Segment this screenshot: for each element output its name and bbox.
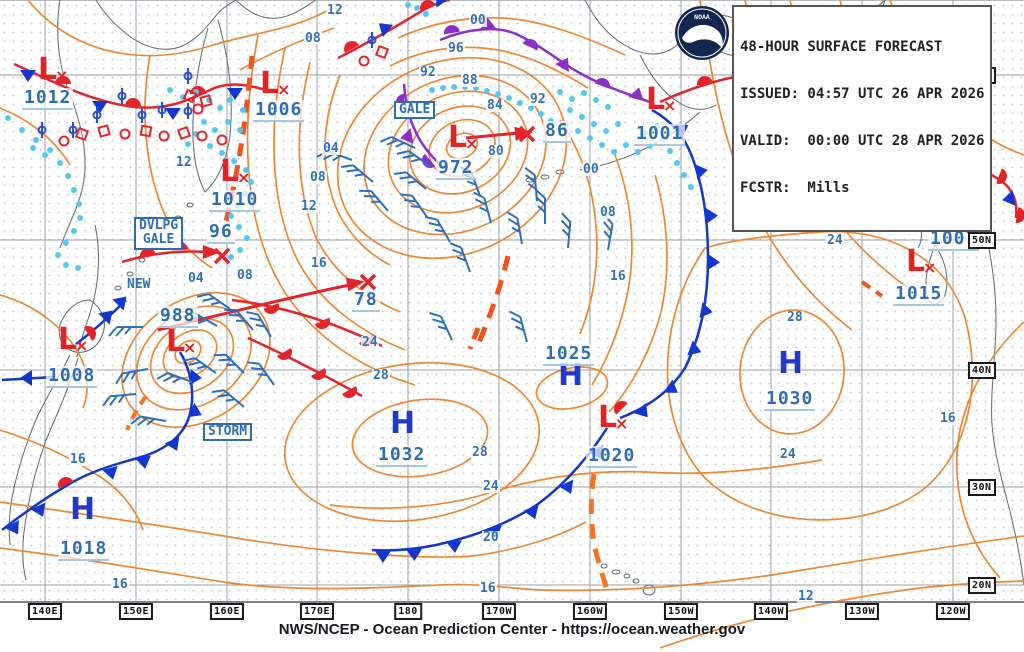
isobar-value-label: 08 xyxy=(236,268,254,283)
pressure-center-value: 1025 xyxy=(543,343,595,366)
pressure-center-value: 1010 xyxy=(209,189,261,212)
longitude-label: 150E xyxy=(118,603,154,620)
isobar-value-label: 20 xyxy=(482,530,500,545)
pressure-center-symbol: L× xyxy=(646,82,677,117)
isobar-value-label: 92 xyxy=(529,92,547,107)
isobar-value-label: 08 xyxy=(599,205,617,220)
pressure-center-symbol: L× xyxy=(906,244,937,279)
longitude-label: 160W xyxy=(572,603,608,620)
isobar-value-label: 24 xyxy=(482,479,500,494)
isobar-value-label: 12 xyxy=(300,199,318,214)
isobar-value-label: 16 xyxy=(609,269,627,284)
isobar-value-label: 04 xyxy=(322,141,340,156)
pressure-center-symbol: L× xyxy=(448,120,479,155)
isobar-value-label: 16 xyxy=(69,452,87,467)
pressure-center-symbol: L× xyxy=(598,400,629,435)
isobar-value-label: 08 xyxy=(309,170,327,185)
pressure-center-symbol: L× xyxy=(58,322,89,357)
isobar-value-label: 04 xyxy=(187,271,205,286)
isobar-value-label: 12 xyxy=(326,3,344,18)
pressure-center-symbol: H xyxy=(778,346,804,381)
isobar-value-label: 24 xyxy=(779,447,797,462)
isobar-value-label: 24 xyxy=(361,335,379,350)
forecast-title-block: 48-HOUR SURFACE FORECAST ISSUED: 04:57 U… xyxy=(732,5,993,233)
isobar-value-label: 12 xyxy=(797,589,815,604)
pressure-center-value: 1018 xyxy=(58,538,110,561)
isobar-value-label: 00 xyxy=(582,162,600,177)
weather-annotation: GALE xyxy=(394,101,436,120)
isobar-value-label: 28 xyxy=(471,445,489,460)
pressure-center-symbol: L× xyxy=(220,154,251,189)
longitude-label: 140W xyxy=(753,603,789,620)
pressure-center-value: 1032 xyxy=(376,444,428,467)
pressure-center-value: 1030 xyxy=(764,388,816,411)
forecaster-name: FCSTR: Mills xyxy=(740,180,850,197)
isobar-value-label: 96 xyxy=(447,41,465,56)
isobar-value-label: 88 xyxy=(461,73,479,88)
noaa-logo-text: NOAA xyxy=(694,13,710,21)
latitude-label: 50N xyxy=(968,232,996,249)
pressure-center-value: 78 xyxy=(352,289,380,312)
isobar-value-label: 16 xyxy=(479,581,497,596)
isobar-value-label: 08 xyxy=(304,31,322,46)
forecast-issued: ISSUED: 04:57 UTC 26 APR 2026 xyxy=(740,86,985,103)
isobar-value-label: 80 xyxy=(487,144,505,159)
pressure-center-value: 972 xyxy=(436,157,476,180)
forecast-title: 48-HOUR SURFACE FORECAST xyxy=(740,39,943,56)
pressure-center-value: 1015 xyxy=(893,283,945,306)
longitude-label: 160E xyxy=(209,603,245,620)
pressure-center-value: 86 xyxy=(543,120,571,143)
pressure-center-symbol: L× xyxy=(166,324,197,359)
pressure-center-value: 1012 xyxy=(22,87,74,110)
pressure-center-symbol: H xyxy=(390,406,416,441)
pressure-center-value: 988 xyxy=(158,305,198,328)
pressure-center-value: 1008 xyxy=(46,365,98,388)
isobar-value-label: 28 xyxy=(372,368,390,383)
pressure-center-value: 1001 xyxy=(634,123,686,146)
forecast-valid: VALID: 00:00 UTC 28 APR 2026 xyxy=(740,133,985,150)
pressure-center-symbol: H xyxy=(558,358,584,393)
isobar-value-label: 16 xyxy=(939,411,957,426)
longitude-label: 120W xyxy=(935,603,971,620)
isobar-value-label: 12 xyxy=(175,155,193,170)
longitude-label: 180 xyxy=(394,603,422,620)
pressure-center-symbol: L× xyxy=(260,66,291,101)
longitude-label: 130W xyxy=(844,603,880,620)
isobar-value-label: 16 xyxy=(310,256,328,271)
isobar-value-label: 84 xyxy=(486,98,504,113)
isobar-value-label: 24 xyxy=(826,233,844,248)
pressure-center-symbol: L× xyxy=(38,52,69,87)
pressure-center-value: 1020 xyxy=(586,445,638,468)
pressure-center-value: 1007 xyxy=(928,228,980,251)
isobar-value-label: 16 xyxy=(111,577,129,592)
weather-annotation: NEW xyxy=(127,277,151,292)
pressure-center-value: 96 xyxy=(207,221,235,244)
weather-annotation: STORM xyxy=(203,423,253,442)
latitude-label: 20N xyxy=(968,577,996,594)
pressure-center-symbol: H xyxy=(70,492,96,527)
longitude-label: 170W xyxy=(481,603,517,620)
longitude-label: 150W xyxy=(663,603,699,620)
weather-annotation: DVLPG GALE xyxy=(134,217,184,250)
pressure-center-value: 1006 xyxy=(253,99,305,122)
latitude-label: 30N xyxy=(968,479,996,496)
isobar-value-label: 92 xyxy=(419,65,437,80)
latitude-label: 40N xyxy=(968,362,996,379)
noaa-logo: NOAA xyxy=(675,6,729,60)
longitude-label: 170E xyxy=(299,603,335,620)
chart-caption: NWS/NCEP - Ocean Prediction Center - htt… xyxy=(278,621,746,638)
isobar-value-label: 00 xyxy=(469,13,487,28)
longitude-label: 140E xyxy=(27,603,63,620)
isobar-value-label: 28 xyxy=(786,310,804,325)
longitude-axis-line xyxy=(0,601,1024,603)
